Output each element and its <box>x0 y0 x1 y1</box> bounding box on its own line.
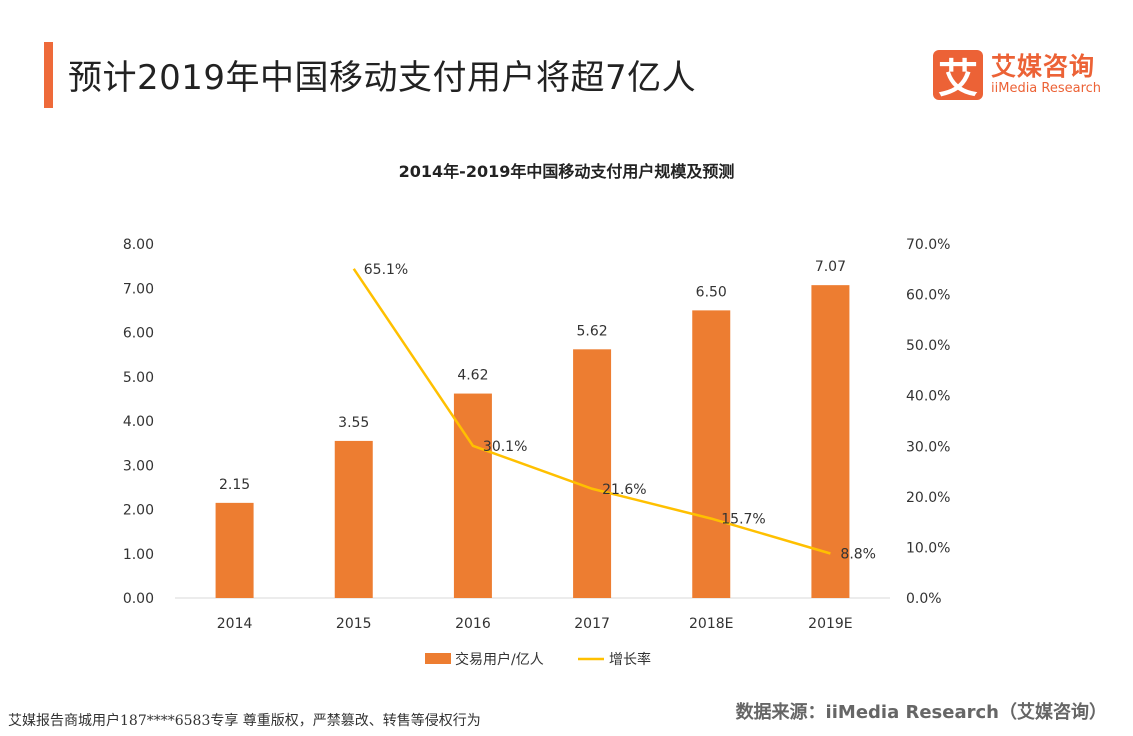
legend-label-bar: 交易用户/亿人 <box>455 651 544 668</box>
y-right-tick-label: 10.0% <box>906 540 950 556</box>
line-data-label: 8.8% <box>840 546 876 562</box>
logo-name-en: iiMedia Research <box>991 81 1102 96</box>
bar <box>334 440 373 598</box>
bar-data-label: 4.62 <box>457 368 488 384</box>
y-right-tick-label: 60.0% <box>906 288 950 304</box>
y-right-tick-label: 30.0% <box>906 439 950 455</box>
bar-data-label: 5.62 <box>576 323 607 339</box>
bar <box>692 310 731 598</box>
legend-swatch-bar <box>425 653 451 664</box>
title-accent-bar <box>44 42 53 108</box>
y-left-tick-label: 7.00 <box>123 281 154 297</box>
logo-name-cn: 艾媒咨询 <box>991 52 1096 81</box>
y-left-tick-label: 2.00 <box>123 503 154 519</box>
bar <box>215 502 254 598</box>
bar <box>573 349 612 598</box>
y-left-tick-label: 5.00 <box>123 370 154 386</box>
x-tick-label: 2019E <box>808 616 852 632</box>
y-left-tick-label: 3.00 <box>123 458 154 474</box>
y-left-tick-label: 4.00 <box>123 414 154 430</box>
page-title: 预计2019年中国移动支付用户将超7亿人 <box>68 58 697 98</box>
line-data-label: 15.7% <box>721 512 765 528</box>
y-left-tick-label: 0.00 <box>123 591 154 607</box>
y-right-tick-label: 70.0% <box>906 237 950 253</box>
logo-mark: 艾 <box>933 50 983 102</box>
bar-data-label: 7.07 <box>815 259 846 275</box>
y-left-tick-label: 6.00 <box>123 326 154 342</box>
y-right-tick-label: 0.0% <box>906 591 942 607</box>
source-text: 数据来源：iiMedia Research（艾媒咨询） <box>735 702 1107 723</box>
y-left-tick-label: 1.00 <box>123 547 154 563</box>
legend-label-line: 增长率 <box>609 651 651 668</box>
bar-data-label: 6.50 <box>696 284 727 300</box>
bar-data-label: 2.15 <box>219 477 250 493</box>
y-right-tick-label: 20.0% <box>906 490 950 506</box>
line-data-label: 21.6% <box>602 482 646 498</box>
growth-line <box>352 268 831 555</box>
y-left-tick-label: 8.00 <box>123 237 154 253</box>
y-right-tick-label: 50.0% <box>906 338 950 354</box>
bar-data-label: 3.55 <box>338 415 369 431</box>
x-tick-label: 2016 <box>455 616 491 632</box>
line-data-label: 30.1% <box>483 439 527 455</box>
watermark-text: 艾媒报告商城用户187****6583专享 尊重版权，严禁篡改、转售等侵权行为 <box>8 713 481 729</box>
y-right-tick-label: 40.0% <box>906 389 950 405</box>
x-tick-label: 2014 <box>217 616 253 632</box>
x-tick-label: 2017 <box>574 616 610 632</box>
line-data-label: 65.1% <box>364 262 408 278</box>
chart-title: 2014年-2019年中国移动支付用户规模及预测 <box>398 162 735 181</box>
x-tick-label: 2018E <box>689 616 733 632</box>
bar <box>811 285 850 598</box>
logo: 艾 艾媒咨询 iiMedia Research <box>933 50 1102 102</box>
x-tick-label: 2015 <box>336 616 372 632</box>
